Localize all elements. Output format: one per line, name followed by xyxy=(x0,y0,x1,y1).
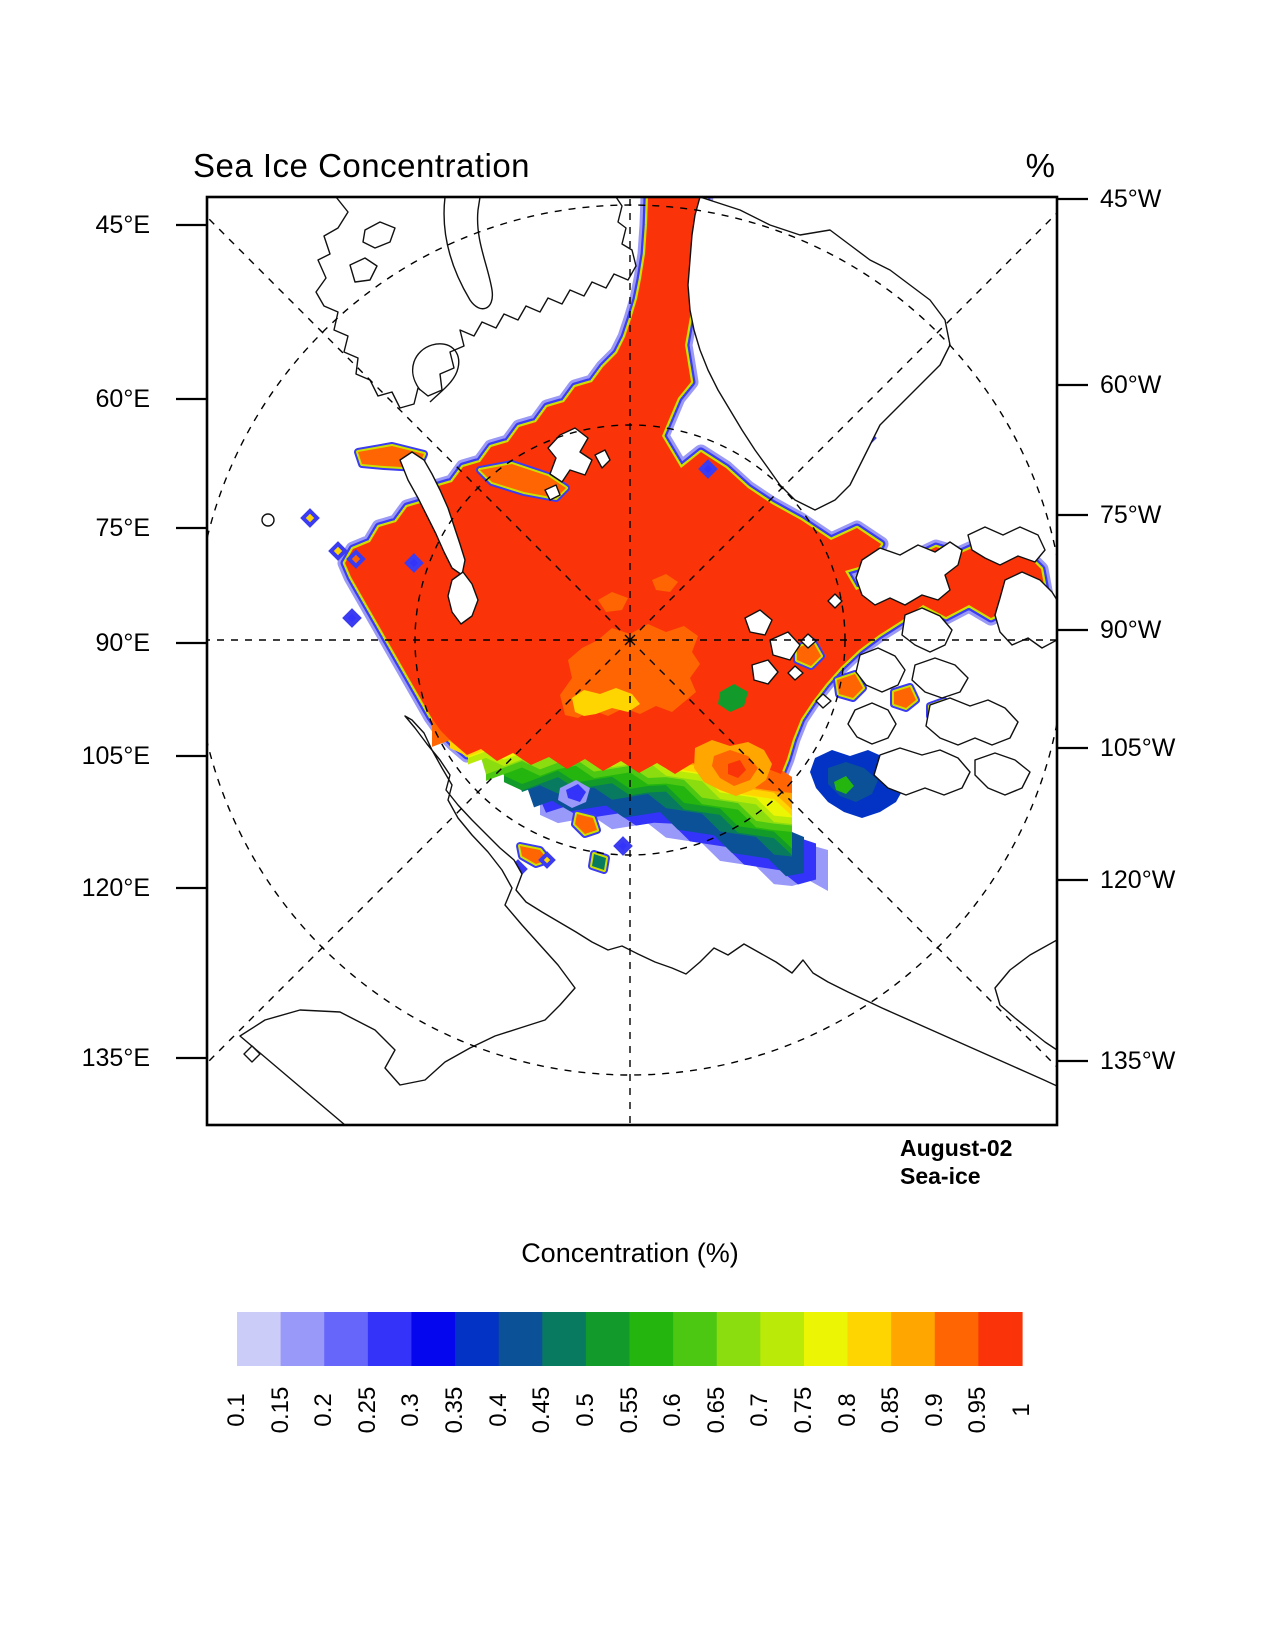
axis-label-75W: 75°W xyxy=(1100,501,1162,529)
colorbar-title: Concentration (%) xyxy=(521,1238,739,1268)
colorbar-tick-0.75: 0.75 xyxy=(789,1386,817,1434)
colorbar xyxy=(237,1312,1023,1366)
axis-label-45W: 45°W xyxy=(1100,185,1162,213)
land-eurasia xyxy=(239,715,1057,1125)
colorbar-tick-0.95: 0.95 xyxy=(964,1386,992,1434)
axis-label-105E: 105°E xyxy=(81,742,150,770)
units-label: % xyxy=(1025,147,1055,184)
coastline-layer xyxy=(239,197,1057,1125)
colorbar-segment-0 xyxy=(237,1312,282,1366)
colorbar-tick-0.65: 0.65 xyxy=(702,1386,730,1434)
colorbar-tick-0.7: 0.7 xyxy=(746,1393,774,1427)
colorbar-tick-0.45: 0.45 xyxy=(528,1386,556,1434)
colorbar-tick-1: 1 xyxy=(1008,1403,1035,1417)
axis-label-135W: 135°W xyxy=(1100,1047,1176,1075)
colorbar-tick-0.15: 0.15 xyxy=(266,1386,294,1434)
axis-label-60E: 60°E xyxy=(95,385,150,413)
colorbar-segment-5 xyxy=(455,1312,500,1366)
axis-ticks xyxy=(176,197,1088,1063)
colorbar-segment-9 xyxy=(629,1312,674,1366)
map-frame xyxy=(205,195,1059,1127)
colorbar-segment-15 xyxy=(891,1312,936,1366)
colorbar-tick-0.2: 0.2 xyxy=(310,1393,338,1427)
land-greenland xyxy=(687,197,951,511)
colorbar-tick-0.8: 0.8 xyxy=(833,1393,861,1427)
colorbar-segment-12 xyxy=(760,1312,805,1366)
colorbar-segment-11 xyxy=(716,1312,761,1366)
axis-label-60W: 60°W xyxy=(1100,371,1162,399)
axis-label-105W: 105°W xyxy=(1100,734,1176,762)
colorbar-tick-0.85: 0.85 xyxy=(877,1386,905,1434)
colorbar-tick-0.3: 0.3 xyxy=(397,1393,425,1427)
land-scandinavia xyxy=(315,197,637,409)
land-svalbard xyxy=(547,427,593,483)
colorbar-segment-7 xyxy=(542,1312,587,1366)
page-title: Sea Ice Concentration xyxy=(193,147,531,184)
colorbar-tick-0.55: 0.55 xyxy=(615,1386,643,1434)
colorbar-tick-0.1: 0.1 xyxy=(223,1393,250,1427)
axis-label-45E: 45°E xyxy=(95,211,150,239)
land-novaya-zemlya xyxy=(399,451,466,576)
colorbar-tick-0.35: 0.35 xyxy=(441,1386,469,1434)
layer-label: Sea-ice xyxy=(900,1163,981,1189)
coast-white-sea xyxy=(411,343,460,403)
ice-interior-mottling xyxy=(558,574,905,818)
colorbar-tick-0.25: 0.25 xyxy=(353,1386,381,1434)
main-ice-pack xyxy=(345,197,1046,777)
colorbar-segment-14 xyxy=(847,1312,892,1366)
colorbar-segment-17 xyxy=(978,1312,1023,1366)
colorbar-tick-0.4: 0.4 xyxy=(484,1393,512,1427)
colorbar-segment-4 xyxy=(411,1312,456,1366)
colorbar-segment-6 xyxy=(498,1312,543,1366)
colorbar-segment-2 xyxy=(324,1312,369,1366)
date-label: August-02 xyxy=(900,1135,1013,1161)
axis-label-120W: 120°W xyxy=(1100,866,1176,894)
axis-label-135E: 135°E xyxy=(81,1044,150,1072)
axis-label-90E: 90°E xyxy=(95,629,150,657)
colorbar-segment-8 xyxy=(585,1312,631,1366)
colorbar-tick-0.9: 0.9 xyxy=(920,1393,948,1427)
axis-label-75E: 75°E xyxy=(95,514,150,542)
axis-label-90W: 90°W xyxy=(1100,616,1162,644)
colorbar-segment-16 xyxy=(934,1312,979,1366)
axis-label-120E: 120°E xyxy=(81,874,150,902)
colorbar-tick-0.6: 0.6 xyxy=(659,1393,687,1427)
colorbar-segment-10 xyxy=(673,1312,718,1366)
colorbar-tick-0.5: 0.5 xyxy=(571,1393,599,1427)
colorbar-segment-13 xyxy=(803,1312,849,1366)
colorbar-segment-3 xyxy=(367,1312,413,1366)
coast-gulf xyxy=(443,197,494,310)
colorbar-segment-1 xyxy=(280,1312,325,1366)
